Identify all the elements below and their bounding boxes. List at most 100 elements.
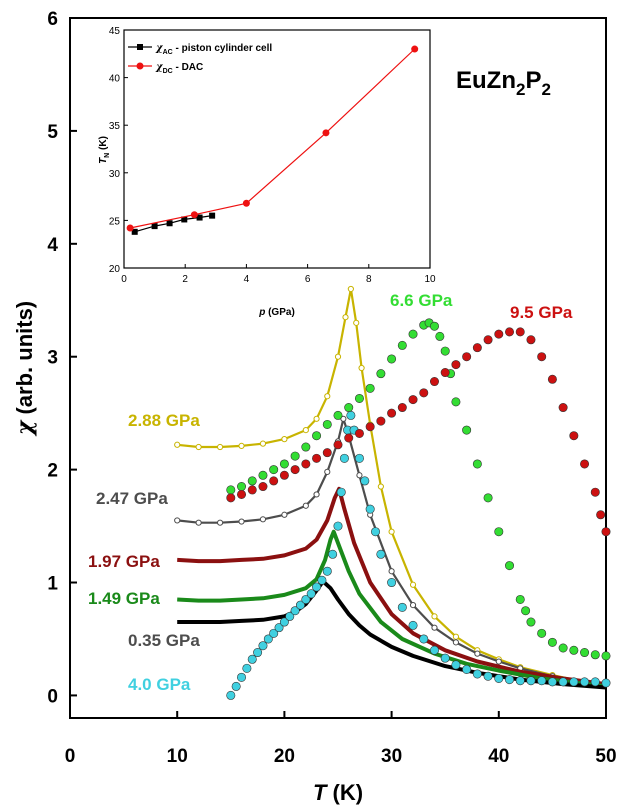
data-point <box>301 442 311 452</box>
data-point <box>354 428 364 438</box>
series-label-6.6: 6.6 GPa <box>390 291 453 310</box>
data-point <box>547 374 557 384</box>
series-label-1.97: 1.97 GPa <box>88 552 160 571</box>
inset-legend: χAC - piston cylinder cell χDC - DAC <box>128 43 272 75</box>
inset-x-tick-label: 6 <box>305 274 311 285</box>
data-point <box>408 395 418 405</box>
inset-data-point <box>181 216 188 223</box>
legend-ac-marker <box>137 44 143 50</box>
data-point <box>365 504 375 514</box>
data-point <box>317 575 327 585</box>
data-point <box>354 393 364 403</box>
legend-ac-label: χAC - piston cylinder cell <box>155 43 272 56</box>
data-point <box>274 623 284 633</box>
y-axis-label: χ (arb. units) <box>12 301 38 437</box>
inset-background <box>118 29 430 269</box>
data-point <box>408 329 418 339</box>
data-point <box>279 617 289 627</box>
data-point <box>195 519 202 526</box>
data-point <box>537 628 547 638</box>
data-point <box>558 403 568 413</box>
data-point <box>397 602 407 612</box>
data-point <box>601 651 611 661</box>
data-point <box>258 470 268 480</box>
data-point <box>387 354 397 364</box>
data-point <box>558 677 568 687</box>
data-point <box>174 517 181 524</box>
data-point <box>526 335 536 345</box>
series-0.35-gpa <box>177 579 607 690</box>
data-point <box>333 440 343 450</box>
series-label-1.49: 1.49 GPa <box>88 589 160 608</box>
data-point <box>429 321 439 331</box>
series-9.5-gpa <box>226 327 611 537</box>
data-point <box>285 611 295 621</box>
data-point <box>397 340 407 350</box>
data-point <box>216 443 224 451</box>
data-point <box>435 331 445 341</box>
inset-y-tick-label: 20 <box>109 264 121 275</box>
data-point <box>313 491 320 498</box>
series-line <box>177 579 607 690</box>
data-point <box>333 410 343 420</box>
data-point <box>342 314 349 321</box>
data-point <box>419 634 429 644</box>
series-2.47-gpa <box>174 415 610 688</box>
data-point <box>494 673 504 683</box>
inset-x-tick-label: 10 <box>424 274 436 285</box>
data-point <box>472 669 482 679</box>
data-point <box>290 606 300 616</box>
inset-axis-ticks: 0 2 4 6 8 10 20 25 30 35 40 45 <box>109 26 436 285</box>
series-line <box>177 417 607 686</box>
data-point <box>431 624 438 631</box>
main-plot-frame <box>69 17 607 719</box>
data-point <box>344 433 354 443</box>
data-point <box>387 408 397 418</box>
inset-y-axis-label: TN (K) <box>98 136 111 164</box>
data-point <box>360 476 370 486</box>
data-point <box>237 482 247 492</box>
inset-data-point <box>196 214 203 221</box>
data-point <box>580 677 590 687</box>
y-tick-label: 3 <box>47 348 58 369</box>
data-point <box>537 352 547 362</box>
data-point <box>247 654 257 664</box>
data-point <box>431 613 438 620</box>
inset-y-tick-label: 35 <box>109 121 121 132</box>
data-point <box>354 453 364 463</box>
inset-data-point <box>411 45 419 53</box>
data-point <box>483 671 493 681</box>
y-tick-label: 4 <box>47 235 58 256</box>
data-point <box>409 581 417 588</box>
series-label-9.5: 9.5 GPa <box>510 303 573 322</box>
inset-x-axis-label: p (GPa) <box>258 307 295 318</box>
inset-plot-series <box>126 45 419 235</box>
data-point <box>462 664 472 674</box>
data-point <box>290 465 300 475</box>
data-point <box>452 633 460 640</box>
data-point <box>365 383 375 393</box>
data-point <box>474 650 481 657</box>
data-point <box>237 672 247 682</box>
inset-x-tick-label: 0 <box>121 274 127 285</box>
data-point <box>301 594 311 604</box>
data-point <box>324 468 331 475</box>
data-point <box>388 528 395 535</box>
main-plot-series <box>174 285 611 700</box>
data-point <box>269 628 279 638</box>
data-point <box>231 681 241 691</box>
series-line <box>177 529 607 689</box>
data-point <box>281 511 288 518</box>
series-4.0-gpa <box>226 410 611 700</box>
data-point <box>238 442 245 450</box>
data-point <box>590 650 600 660</box>
inset-series-ac <box>131 212 216 235</box>
data-point <box>353 319 360 326</box>
data-point <box>365 422 375 432</box>
data-point <box>526 676 536 686</box>
data-point <box>322 448 332 458</box>
inset-data-point <box>166 220 173 227</box>
data-point <box>462 425 472 435</box>
data-point <box>258 482 268 492</box>
data-point <box>302 502 309 509</box>
